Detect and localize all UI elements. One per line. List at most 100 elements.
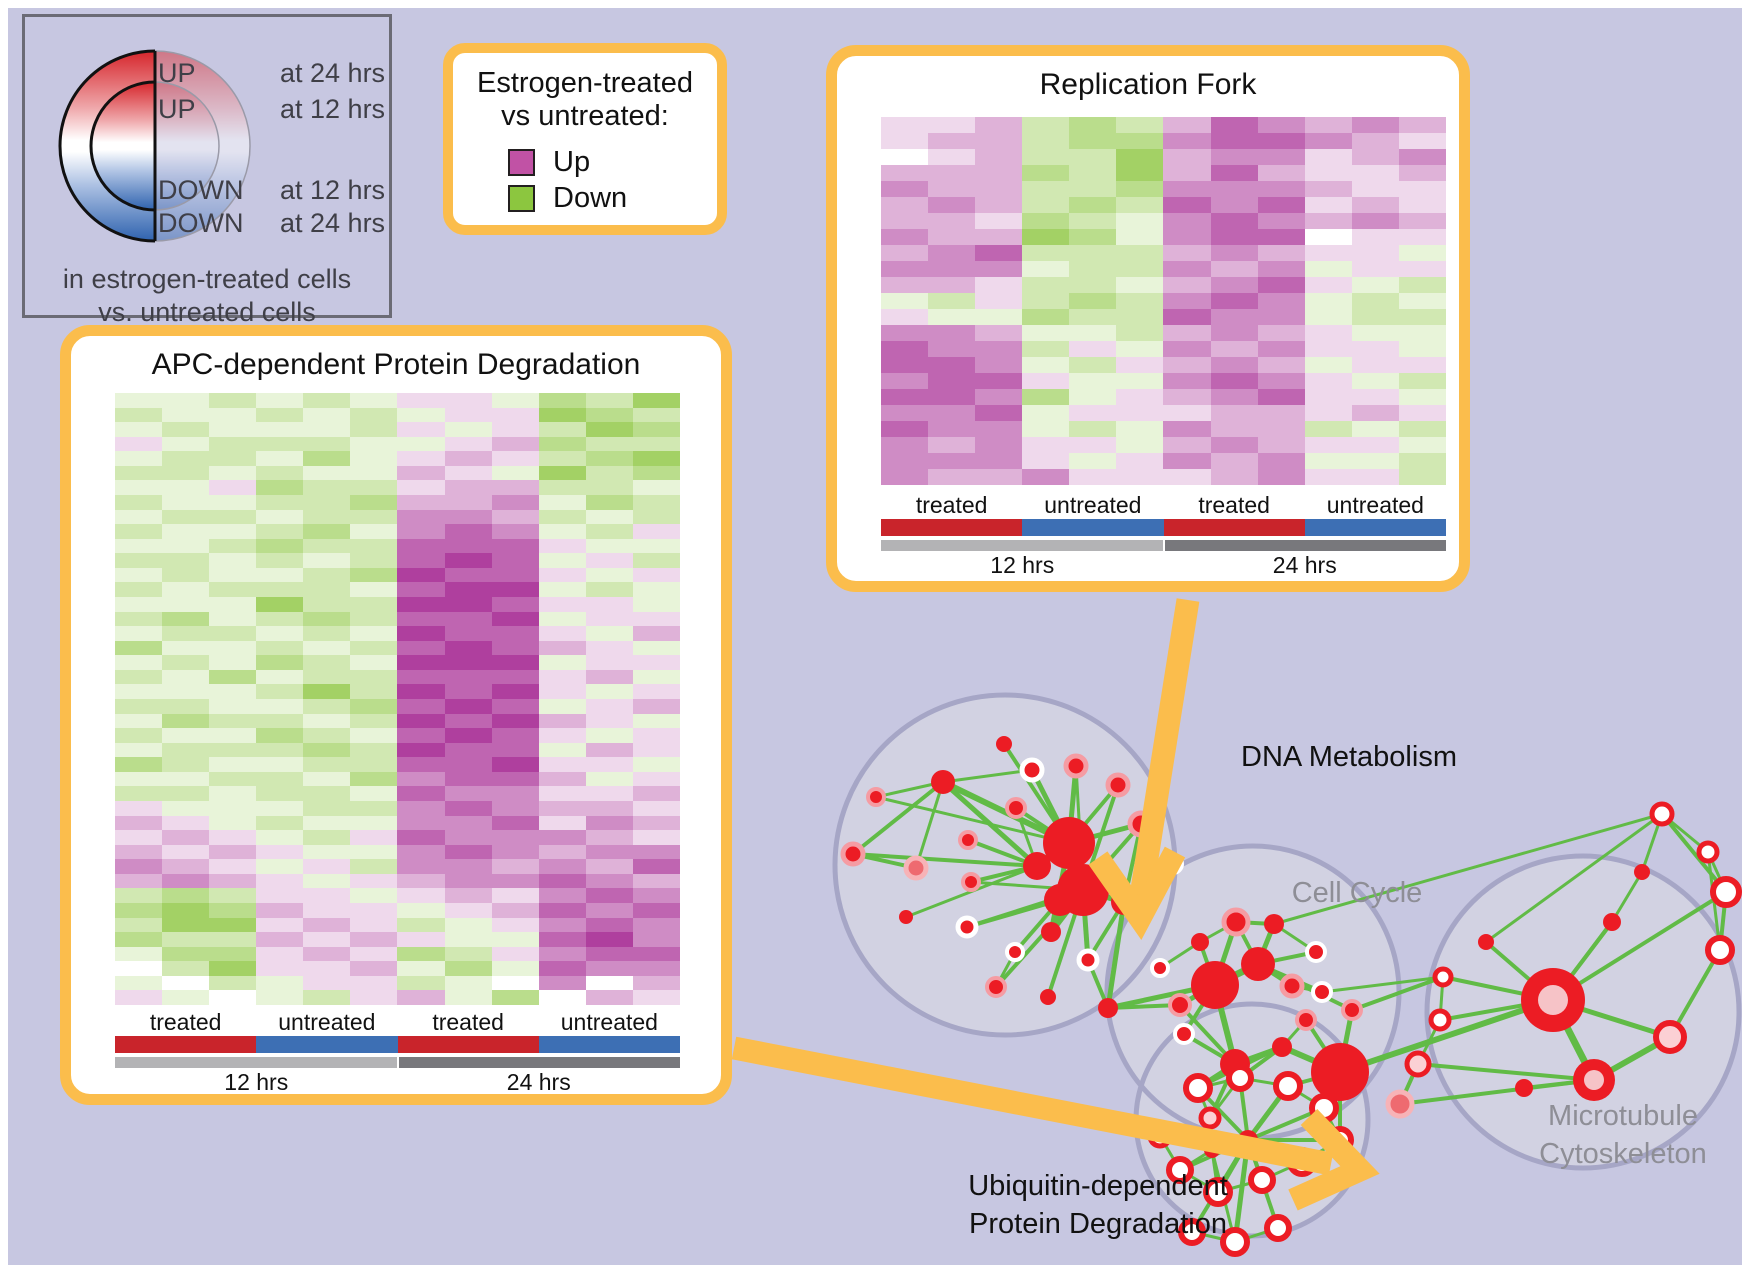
heatmap-cell [209,509,257,525]
heatmap-cell [1398,245,1446,261]
heatmap-cell [350,538,398,554]
heatmap-cell [303,873,351,889]
heatmap-cell [1210,341,1258,357]
heatmap-cell [1257,261,1305,277]
network-node-white-ring [1076,948,1100,972]
heatmap-cell [585,553,633,568]
heatmap-cell [350,393,398,408]
heatmap-cell [256,538,304,554]
heatmap-cell [632,961,680,976]
heatmap-cell [350,830,398,845]
heatmap-cell [397,698,445,714]
heatmap-cell [1398,181,1446,197]
legend-caption-line1: in estrogen-treated cells [62,264,352,294]
network-node [899,910,913,924]
heatmap-cell [162,465,210,481]
heatmap-cell [209,626,257,641]
heatmap-cell [585,902,633,918]
heatmap-cell [1069,437,1117,453]
heatmap-cell [1257,357,1305,373]
heatmap-cell [928,133,976,149]
heatmap-cell [538,873,586,889]
heatmap-cell [632,859,680,874]
heatmap-cell [162,902,210,918]
heatmap-cell [632,407,680,423]
heatmap-cell [881,229,929,245]
heatmap-cell [1069,149,1117,165]
heatmap-cell [397,873,445,889]
network-edge [1660,812,1728,894]
heatmap-cell [256,932,304,947]
heatmap-cell [162,990,210,1005]
heatmap-cell [1351,405,1399,421]
heatmap-cell [585,859,633,874]
heatmap-cell [350,509,398,525]
heatmap-cell [928,229,976,245]
heatmap-cell [350,728,398,743]
heatmap-cell [491,713,539,729]
heatmap-cell [303,946,351,962]
heatmap-cell [209,480,257,495]
heatmap-cell [162,815,210,831]
network-edge [914,781,945,869]
heatmap-cell [538,655,586,670]
heatmap-cell [881,245,929,261]
heatmap-cell [256,917,304,933]
heatmap-cell [1069,261,1117,277]
heatmap-cell [585,669,633,685]
heatmap-cell [256,859,304,874]
heatmap-cell [303,407,351,423]
heatmap-cell [1022,277,1070,293]
heatmap-cell [397,902,445,918]
heatmap-cell [162,844,210,860]
heatmap-cell [491,698,539,714]
heatmap-cell [1116,277,1164,293]
heatmap-cell [632,713,680,729]
heatmap-cell [1116,293,1164,309]
network-node-pink-core-donut [1653,1020,1687,1054]
heatmap-cell [256,393,304,408]
heatmap-cell [1210,213,1258,229]
heatmap-cell [1163,453,1211,469]
heatmap-cell [303,684,351,699]
heatmap-cell [303,655,351,670]
network-node-donut [1203,1177,1233,1207]
heatmap-cell [162,480,210,495]
heatmap-cell [397,742,445,758]
heatmap-cell [1022,117,1070,133]
heatmap-cell [538,611,586,627]
heatmap-cell [256,524,304,539]
network-node-white-ring [1019,757,1045,783]
heatmap-cell [256,582,304,597]
heatmap-cell [303,669,351,685]
heatmap-cell [303,888,351,903]
heatmap-cell [1304,181,1352,197]
heatmap-cell [1069,133,1117,149]
heatmap-cell [162,538,210,554]
heatmap-cell [397,611,445,627]
heatmap-cell [115,888,163,903]
heatmap-cell [444,407,492,423]
heatmap-cell [1210,277,1258,293]
heatmap-cell [491,407,539,423]
network-node [1264,914,1284,934]
heatmap-cell [1257,437,1305,453]
up-word: UP [158,58,196,88]
heatmap-cell [256,509,304,525]
heatmap-cell [397,407,445,423]
heatmap-cell [209,830,257,845]
network-node-light [903,855,929,881]
network-edge [1551,890,1728,1002]
heatmap-cell [209,742,257,758]
network-edge [966,898,1061,929]
heatmap-cell [1304,421,1352,437]
heatmap-cell [1257,389,1305,405]
heatmap-cell [162,713,210,729]
heatmap-cell [491,393,539,408]
network-node-pink-ring [840,841,866,867]
heatmap-cell [538,582,586,597]
heatmap-cell [303,480,351,495]
heatmap-cell [115,553,163,568]
heatmap-cell [397,436,445,452]
heatmap-cell [632,786,680,801]
